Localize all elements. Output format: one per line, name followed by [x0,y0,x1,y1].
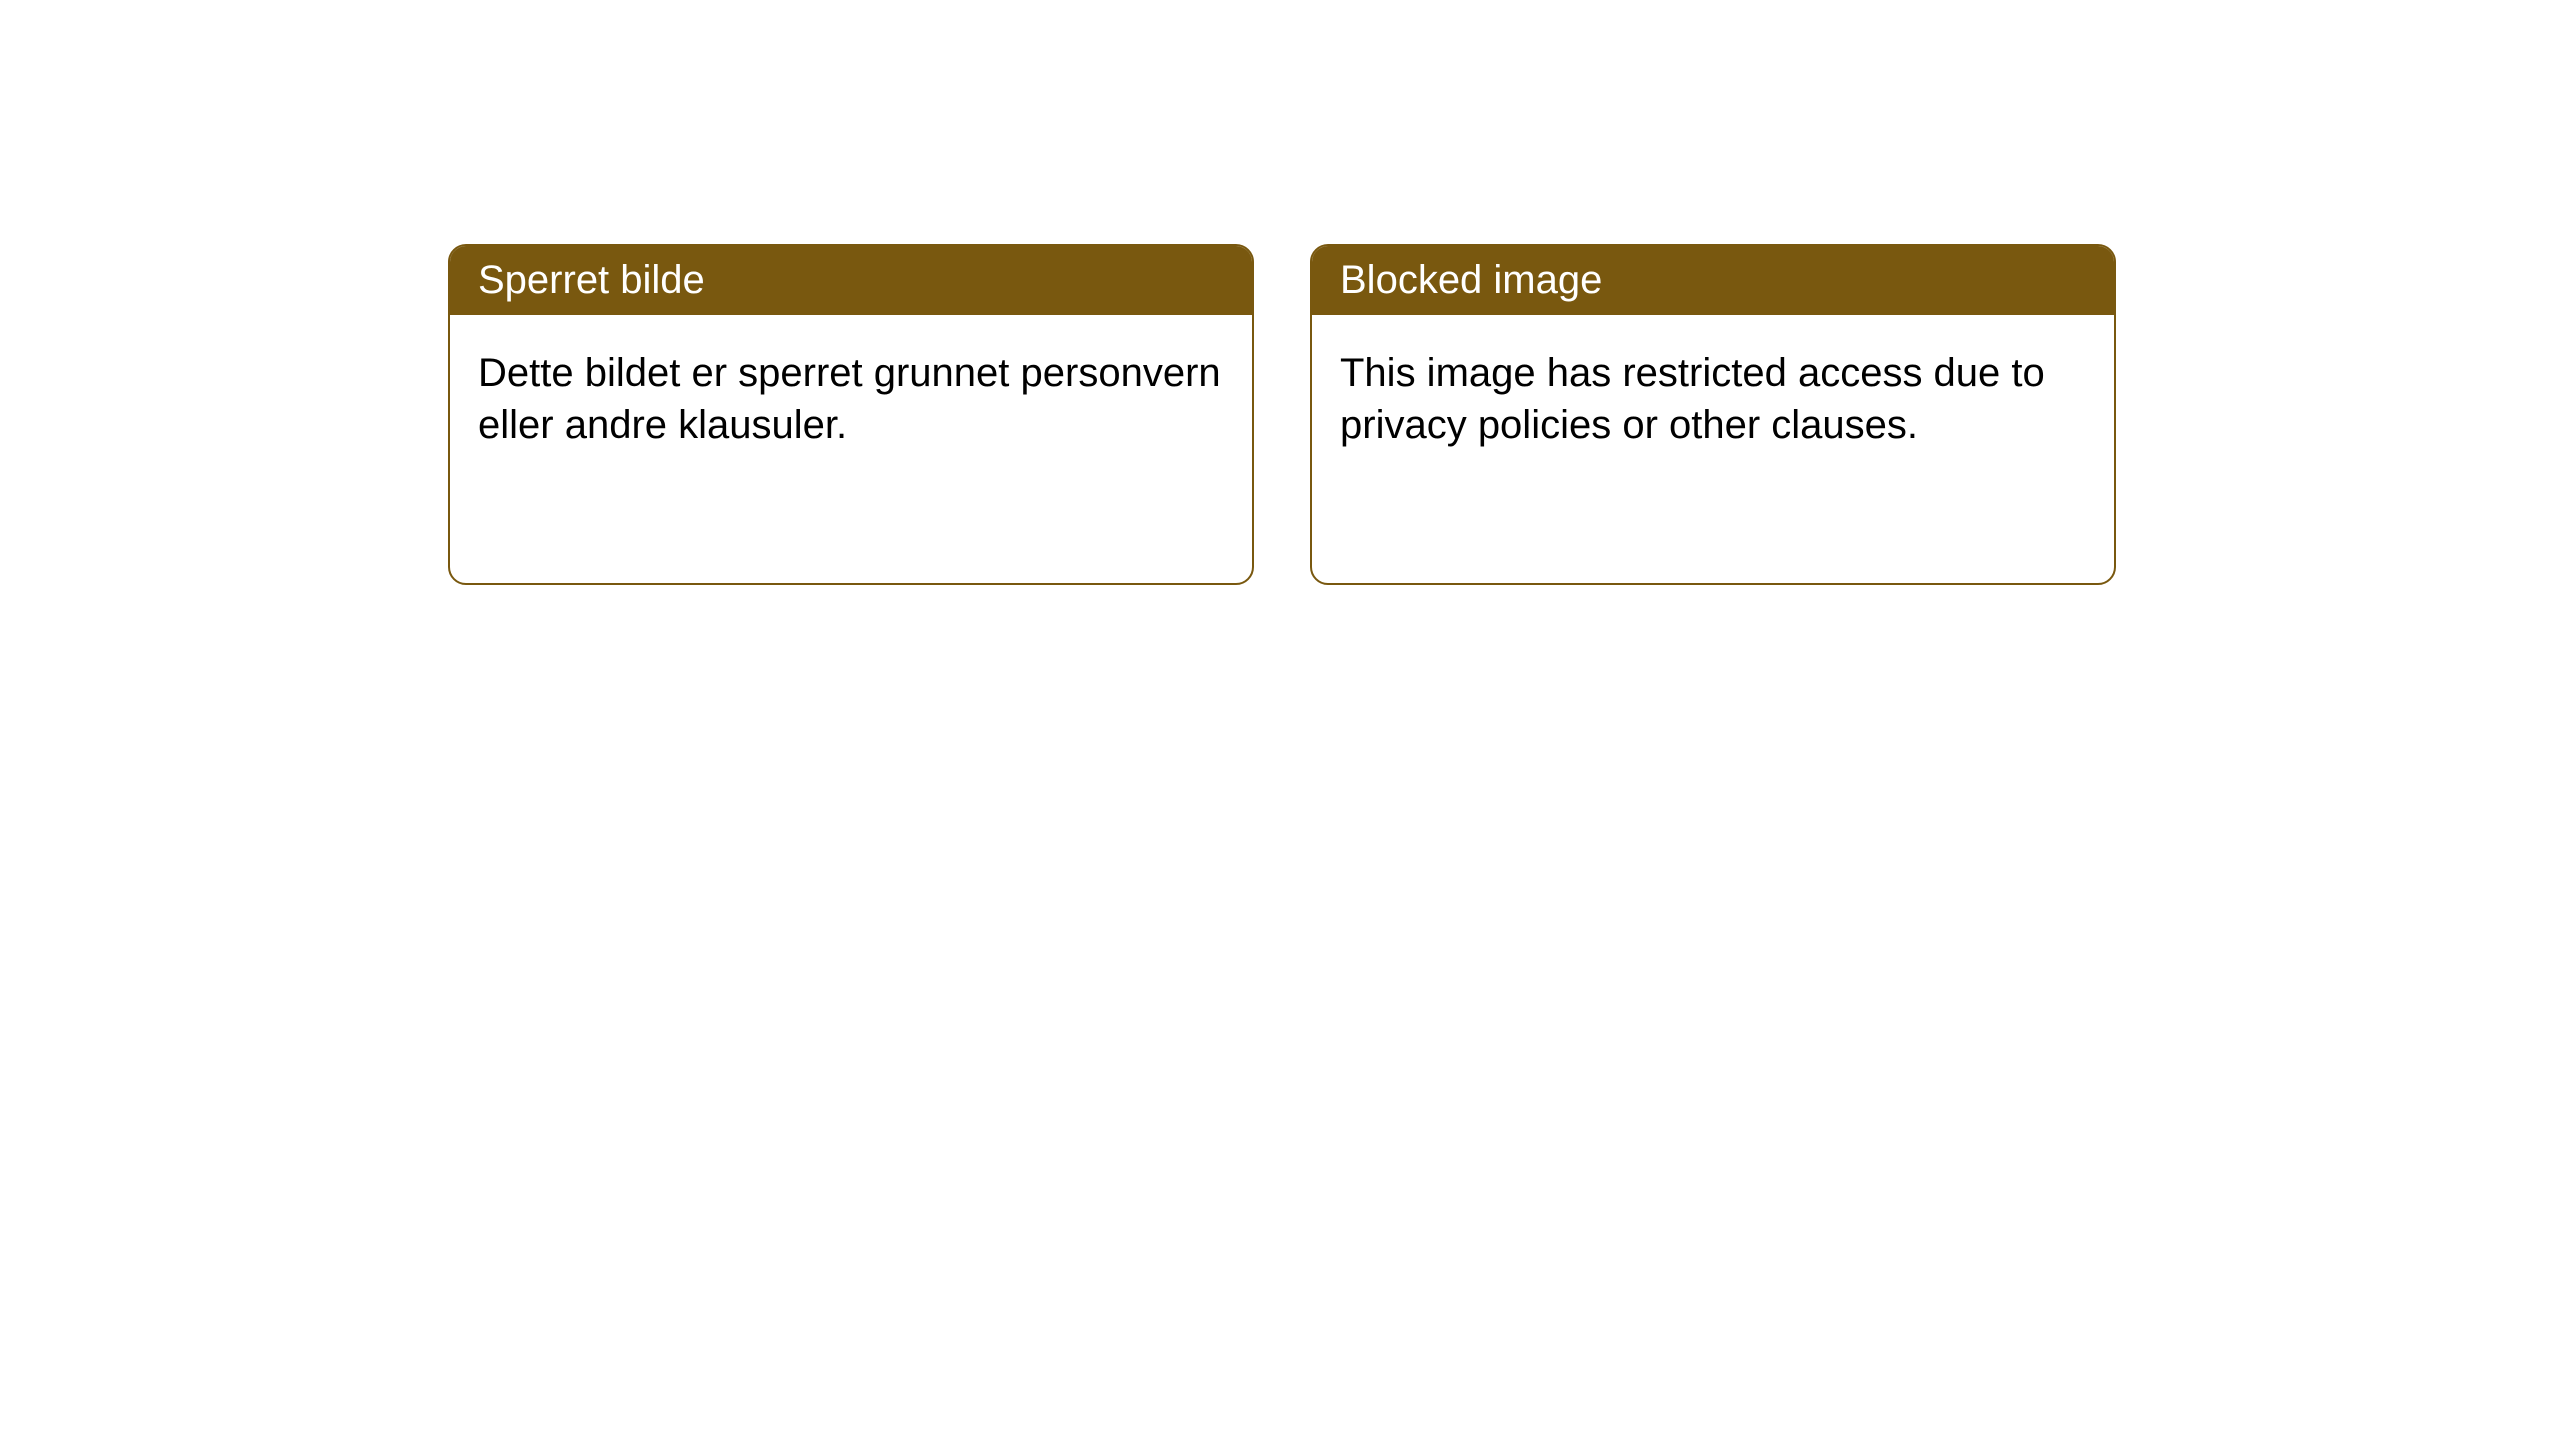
notice-card-norwegian: Sperret bilde Dette bildet er sperret gr… [448,244,1254,585]
notice-title: Blocked image [1312,246,2114,315]
notice-container: Sperret bilde Dette bildet er sperret gr… [0,0,2560,585]
notice-body: Dette bildet er sperret grunnet personve… [450,315,1252,583]
notice-body: This image has restricted access due to … [1312,315,2114,583]
notice-card-english: Blocked image This image has restricted … [1310,244,2116,585]
notice-title: Sperret bilde [450,246,1252,315]
